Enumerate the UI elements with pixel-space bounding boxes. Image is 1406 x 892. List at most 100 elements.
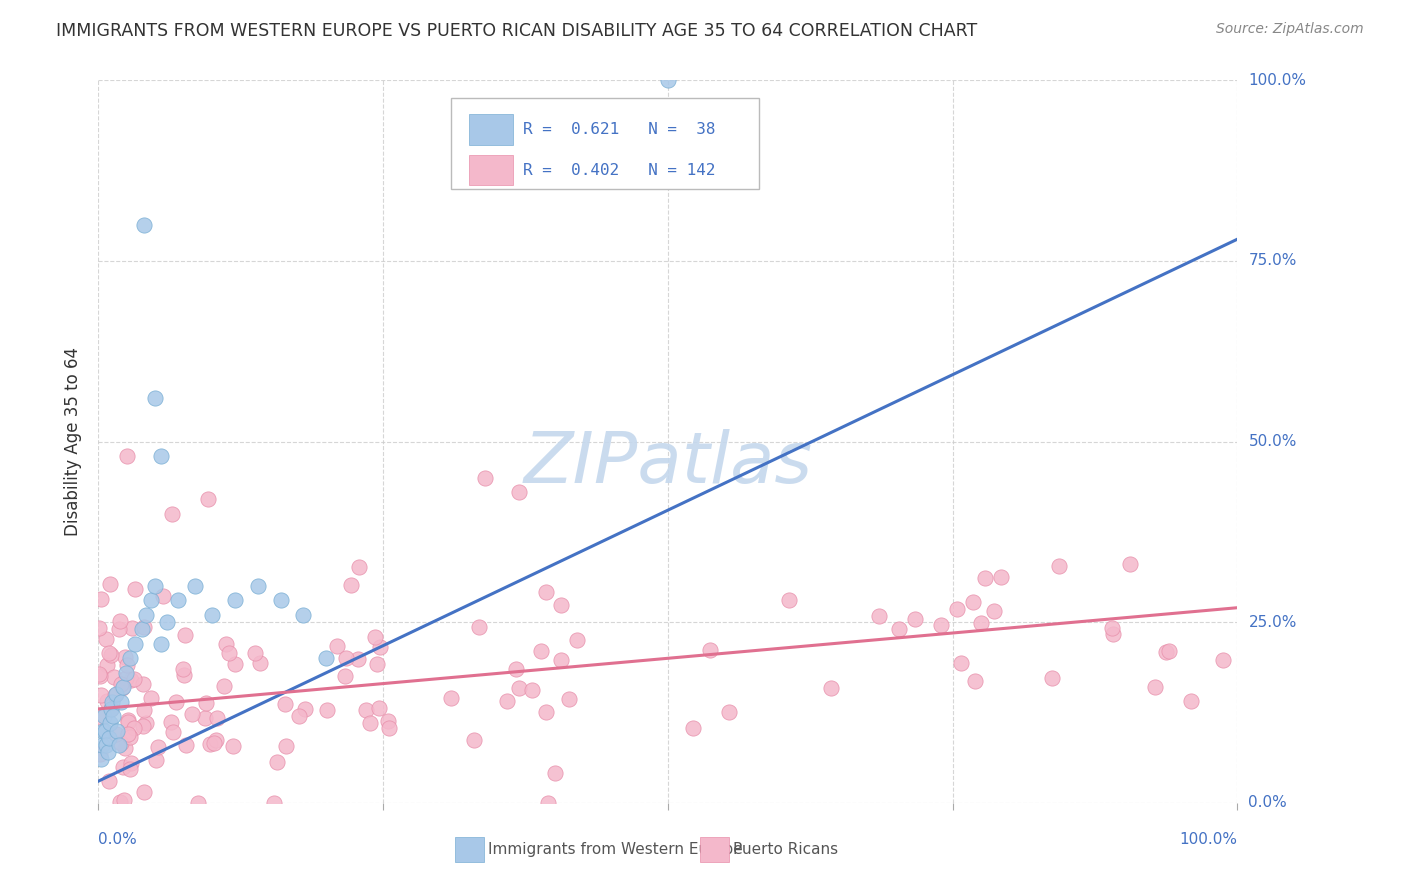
Point <box>904 612 927 626</box>
Point <box>495 694 517 708</box>
Point <box>120 673 142 687</box>
Point <box>1157 644 1180 658</box>
Point <box>174 738 197 752</box>
Point <box>105 723 128 738</box>
Point <box>131 623 153 637</box>
Point <box>1101 621 1123 635</box>
Point <box>139 691 162 706</box>
Point <box>104 687 127 701</box>
Point <box>1047 559 1070 574</box>
Point <box>377 714 399 728</box>
Point <box>117 727 139 741</box>
Point <box>1154 645 1177 659</box>
Point <box>160 714 183 729</box>
Point <box>474 471 496 485</box>
Point <box>347 560 370 574</box>
Point <box>97 773 120 788</box>
Point <box>132 719 155 733</box>
Point <box>550 653 572 667</box>
Text: 0.0%: 0.0% <box>1249 796 1286 810</box>
Point <box>962 595 984 609</box>
Text: 50.0%: 50.0% <box>1249 434 1296 449</box>
Point <box>530 644 553 658</box>
Point <box>118 762 141 776</box>
Point <box>108 795 131 809</box>
Point <box>333 669 356 683</box>
Point <box>98 646 121 660</box>
Point <box>887 623 910 637</box>
Point <box>1102 627 1125 641</box>
Text: R =  0.621   N =  38: R = 0.621 N = 38 <box>523 122 716 136</box>
Point <box>104 688 127 702</box>
Point <box>820 681 842 695</box>
Point <box>111 681 134 696</box>
Point <box>246 579 269 593</box>
Point <box>294 702 316 716</box>
Point <box>440 690 463 705</box>
Point <box>94 723 117 738</box>
Point <box>145 391 167 405</box>
Text: 25.0%: 25.0% <box>1249 615 1296 630</box>
Point <box>172 662 194 676</box>
Point <box>117 715 139 730</box>
Text: 100.0%: 100.0% <box>1180 831 1237 847</box>
Point <box>135 607 157 622</box>
Point <box>112 793 135 807</box>
Point <box>103 709 125 723</box>
Text: 0.0%: 0.0% <box>98 831 138 847</box>
Point <box>194 696 217 710</box>
Point <box>194 711 217 725</box>
Point <box>326 639 349 653</box>
FancyBboxPatch shape <box>451 98 759 189</box>
Point <box>108 622 131 636</box>
Point <box>505 661 527 675</box>
Point <box>467 620 489 634</box>
Point <box>536 585 558 599</box>
Point <box>156 615 179 630</box>
Text: Immigrants from Western Europe: Immigrants from Western Europe <box>488 842 742 857</box>
Point <box>96 738 118 752</box>
Point <box>87 666 110 681</box>
Point <box>212 679 235 693</box>
Point <box>114 649 136 664</box>
Text: IMMIGRANTS FROM WESTERN EUROPE VS PUERTO RICAN DISABILITY AGE 35 TO 64 CORRELATI: IMMIGRANTS FROM WESTERN EUROPE VS PUERTO… <box>56 22 977 40</box>
Point <box>463 733 485 747</box>
Text: Puerto Ricans: Puerto Ricans <box>733 842 838 857</box>
Point <box>173 628 195 642</box>
Point <box>135 715 157 730</box>
Point <box>167 593 190 607</box>
Point <box>356 703 378 717</box>
Point <box>114 665 136 680</box>
Point <box>205 733 228 747</box>
Text: 100.0%: 100.0% <box>1249 73 1306 87</box>
Point <box>537 796 560 810</box>
Point <box>94 632 117 647</box>
Point <box>114 740 136 755</box>
Point <box>121 621 143 635</box>
Point <box>132 218 155 232</box>
Point <box>160 507 183 521</box>
Point <box>273 698 295 712</box>
Point <box>1180 694 1202 708</box>
Point <box>699 643 721 657</box>
Point <box>91 723 114 738</box>
Point <box>364 630 387 644</box>
Point <box>558 691 581 706</box>
Point <box>1040 671 1063 685</box>
Point <box>110 615 132 629</box>
Point <box>508 681 530 696</box>
Point <box>359 715 381 730</box>
Point <box>96 745 118 759</box>
Text: Source: ZipAtlas.com: Source: ZipAtlas.com <box>1216 22 1364 37</box>
Point <box>1118 557 1140 571</box>
Point <box>276 739 298 753</box>
Point <box>682 721 704 735</box>
Point <box>87 621 110 635</box>
Point <box>89 669 111 683</box>
Point <box>868 609 890 624</box>
Point <box>146 740 169 755</box>
Point <box>90 592 112 607</box>
Point <box>117 658 139 673</box>
Point <box>717 705 740 719</box>
Point <box>150 637 173 651</box>
